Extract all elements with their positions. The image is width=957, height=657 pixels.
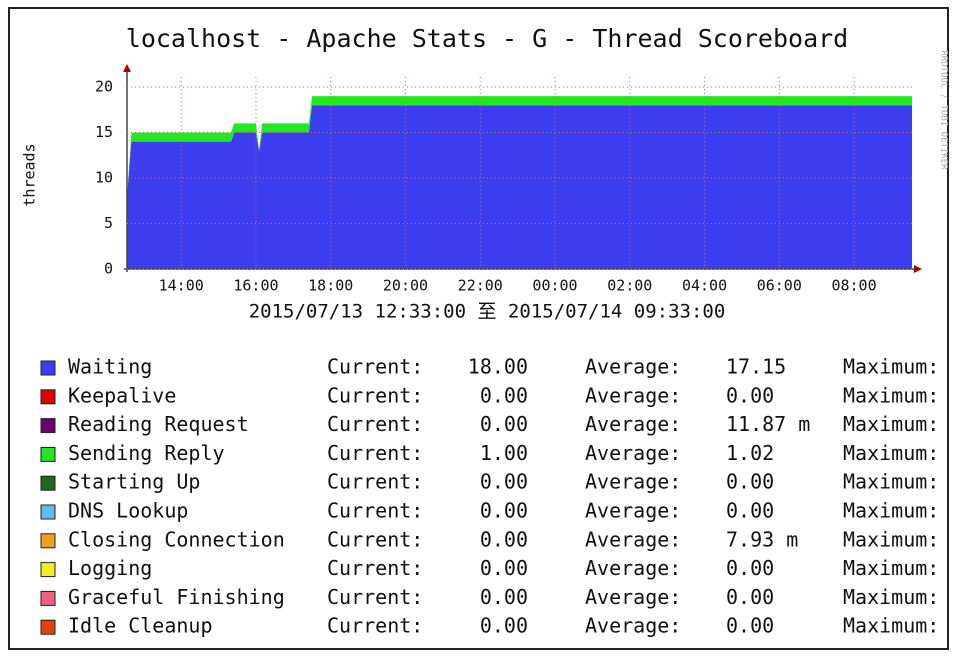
average-label: Average: [585,556,681,580]
current-label: Current: [327,614,423,638]
current-label: Current: [327,470,423,494]
average-label: Average: [585,412,681,436]
current-value: 0.00 [480,614,528,638]
average-value: 11.87 m [726,412,810,436]
x-tick-label: 18:00 [308,277,353,295]
average-value: 0.00 [726,585,774,609]
current-value: 0.00 [480,383,528,407]
x-axis-arrow [914,265,922,273]
maximum-label: Maximum: [843,527,939,551]
current-label: Current: [327,499,423,523]
current-label: Current: [327,585,423,609]
legend-swatch [40,562,56,578]
legend-label: Logging [68,556,152,580]
average-value: 17.15 [726,355,786,379]
legend-label: Sending Reply [68,441,225,465]
current-value: 18.00 [468,355,528,379]
y-tick-label: 5 [104,214,113,232]
average-value: 1.02 [726,441,774,465]
maximum-label: Maximum: [843,556,939,580]
average-label: Average: [585,470,681,494]
current-label: Current: [327,412,423,436]
legend-swatch [40,418,56,434]
current-value: 0.00 [480,585,528,609]
current-label: Current: [327,383,423,407]
current-value: 0.00 [480,556,528,580]
x-tick-label: 02:00 [607,277,652,295]
stacked-area [127,105,912,269]
average-value: 0.00 [726,614,774,638]
current-label: Current: [327,441,423,465]
maximum-label: Maximum: [843,355,939,379]
y-axis-arrow [123,64,131,72]
legend-label: Graceful Finishing [68,585,285,609]
average-value: 0.00 [726,383,774,407]
y-tick-label: 0 [104,260,113,278]
y-tick-label: 20 [95,78,113,96]
average-value: 0.00 [726,470,774,494]
maximum-label: Maximum: [843,383,939,407]
legend-swatch [40,389,56,405]
x-tick-label: 06:00 [757,277,802,295]
average-label: Average: [585,355,681,379]
current-label: Current: [327,527,423,551]
legend-swatch [40,590,56,606]
legend-swatch [40,475,56,491]
x-tick-label: 14:00 [159,277,204,295]
legend-label: Idle Cleanup [68,614,213,638]
maximum-label: Maximum: [843,585,939,609]
current-value: 0.00 [480,527,528,551]
x-tick-label: 08:00 [831,277,876,295]
chart-title: localhost - Apache Stats - G - Thread Sc… [126,24,848,53]
current-value: 0.00 [480,412,528,436]
legend-swatch [40,360,56,376]
average-label: Average: [585,527,681,551]
maximum-label: Maximum: [843,499,939,523]
average-label: Average: [585,383,681,407]
x-tick-label: 20:00 [383,277,428,295]
current-value: 1.00 [480,441,528,465]
current-label: Current: [327,556,423,580]
legend-label: DNS Lookup [68,499,188,523]
y-tick-label: 10 [95,169,113,187]
maximum-label: Maximum: [843,441,939,465]
legend-label: Reading Request [68,412,249,436]
maximum-label: Maximum: [843,614,939,638]
average-label: Average: [585,585,681,609]
current-value: 0.00 [480,470,528,494]
legend-swatch [40,504,56,520]
plot-area [127,96,912,269]
y-axis-label: threads [21,143,39,206]
x-tick-label: 04:00 [682,277,727,295]
average-label: Average: [585,441,681,465]
legend-label: Closing Connection [68,527,285,551]
y-tick-label: 15 [95,123,113,141]
legend-swatch [40,533,56,549]
x-tick-label: 16:00 [233,277,278,295]
average-label: Average: [585,499,681,523]
maximum-label: Maximum: [843,470,939,494]
legend-label: Starting Up [68,470,200,494]
legend-label: Keepalive [68,383,176,407]
current-value: 0.00 [480,499,528,523]
average-value: 0.00 [726,556,774,580]
average-value: 7.93 m [726,527,798,551]
current-label: Current: [327,355,423,379]
legend-swatch [40,446,56,462]
legend-label: Waiting [68,355,152,379]
legend-swatch [40,619,56,635]
average-label: Average: [585,614,681,638]
watermark: RRDTOOL / TOBI OETIKER [939,50,949,170]
maximum-label: Maximum: [843,412,939,436]
x-tick-label: 00:00 [532,277,577,295]
x-tick-label: 22:00 [458,277,503,295]
average-value: 0.00 [726,499,774,523]
date-range: 2015/07/13 12:33:00 至 2015/07/14 09:33:0… [249,301,726,323]
